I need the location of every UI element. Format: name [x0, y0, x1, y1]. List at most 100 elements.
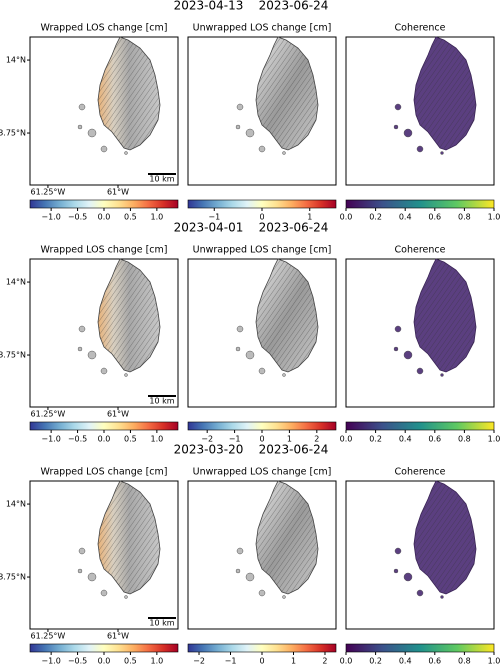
island-texture: [98, 481, 160, 594]
panel-title: Wrapped LOS change [cm]: [40, 467, 167, 478]
colorbar-tick-label: 0.8: [458, 213, 471, 222]
islet: [393, 124, 399, 130]
panel-title: Coherence: [395, 467, 446, 478]
islet: [77, 568, 83, 574]
islet: [245, 350, 255, 360]
lon-tick-label: 61.25°W: [31, 410, 66, 419]
islet: [403, 350, 413, 360]
islet: [393, 346, 399, 352]
islet: [440, 373, 444, 377]
colorbar-tick-label: −2: [193, 657, 205, 666]
islet: [403, 572, 413, 582]
islet: [78, 547, 86, 555]
map-panel: [187, 36, 337, 186]
map-panel: 14°N 13.75°N 61.25°W 61°W 10 km: [0, 480, 179, 641]
colorbar: [345, 199, 495, 209]
colorbar-tick-label: 1.0: [488, 657, 501, 666]
colorbar-tick-label: 0.6: [428, 213, 441, 222]
islet: [440, 151, 444, 155]
colorbar-tick-label: 0.6: [428, 435, 441, 444]
colorbar-tick-label: −1.0: [41, 435, 60, 444]
islet: [258, 145, 266, 153]
colorbar-tick-label: −0.5: [68, 213, 87, 222]
colorbar-tick-label: 1.0: [488, 435, 501, 444]
row-title: 2023-04-13 2023-06-24: [174, 0, 329, 13]
islet: [236, 103, 244, 111]
colorbar-tick-label: 0.0: [98, 435, 111, 444]
islet: [245, 128, 255, 138]
colorbar-tick-label: 0.0: [98, 657, 111, 666]
panel-title: Coherence: [395, 23, 446, 34]
colorbar-tick-label: −2: [201, 435, 213, 444]
colorbar: [29, 643, 179, 653]
islet: [236, 547, 244, 555]
colorbar-tick-label: −1.0: [41, 657, 60, 666]
island-texture: [414, 37, 476, 150]
colorbar-tick-label: 0.8: [458, 657, 471, 666]
islet: [124, 373, 128, 377]
islet: [100, 367, 108, 375]
colorbar: [29, 199, 179, 209]
colorbar-tick-label: 1.0: [150, 657, 163, 666]
colorbar-tick-label: −1: [208, 213, 220, 222]
colorbar-tick-label: −0.5: [68, 435, 87, 444]
islet: [87, 572, 97, 582]
island-texture: [256, 481, 318, 594]
map-panel: 14°N 13.75°N 61.25°W 61°W 10 km: [0, 36, 179, 197]
panel-title: Wrapped LOS change [cm]: [40, 23, 167, 34]
colorbar-tick-label: 1: [287, 435, 292, 444]
islet: [235, 124, 241, 130]
colorbar-tick-label: 0.2: [369, 213, 382, 222]
islet: [100, 145, 108, 153]
islet: [235, 346, 241, 352]
colorbar-tick-label: 0.5: [124, 657, 137, 666]
colorbar-tick-label: −1.0: [41, 213, 60, 222]
island-texture: [98, 259, 160, 372]
colorbar-tick-label: 1.0: [150, 435, 163, 444]
colorbar-tick-label: 0.4: [399, 435, 412, 444]
colorbar-tick-label: 0.0: [340, 213, 353, 222]
lat-tick-label: 14°N: [6, 500, 26, 509]
colorbar-tick-label: 0.4: [399, 657, 412, 666]
colorbar-tick-label: 0.2: [369, 657, 382, 666]
islet: [393, 568, 399, 574]
map-panel: [187, 480, 337, 630]
panel-title: Unwrapped LOS change [cm]: [193, 467, 332, 478]
colorbar: [187, 199, 337, 209]
lon-tick-label: 61.25°W: [31, 632, 66, 641]
map-panel: [345, 258, 495, 408]
colorbar-tick-label: 0.0: [340, 435, 353, 444]
colorbar: [187, 643, 337, 653]
lon-tick-label: 61°W: [107, 410, 129, 419]
islet: [124, 151, 128, 155]
islet: [403, 128, 413, 138]
lon-tick-label: 61°W: [107, 632, 129, 641]
colorbar: [29, 421, 179, 431]
islet: [78, 103, 86, 111]
lat-tick-label: 13.75°N: [0, 573, 26, 582]
colorbar-tick-label: 1.0: [150, 213, 163, 222]
islet: [282, 373, 286, 377]
island-texture: [256, 259, 318, 372]
colorbar-tick-label: −1: [225, 657, 237, 666]
island-texture: [414, 259, 476, 372]
map-panel: 14°N 13.75°N 61.25°W 61°W 10 km: [0, 258, 179, 419]
islet: [124, 595, 128, 599]
colorbar-tick-label: 0.8: [458, 435, 471, 444]
colorbar-tick-label: 1: [307, 213, 312, 222]
islet: [77, 346, 83, 352]
colorbar-tick-label: 0.5: [124, 213, 137, 222]
lon-tick-label: 61.25°W: [31, 188, 66, 197]
island-texture: [98, 37, 160, 150]
colorbar-tick-label: 0.0: [340, 657, 353, 666]
colorbar-tick-label: 2: [314, 435, 319, 444]
colorbar: [345, 421, 495, 431]
islet: [282, 595, 286, 599]
colorbar-tick-label: 1: [291, 657, 296, 666]
islet: [416, 367, 424, 375]
panel-title: Coherence: [395, 245, 446, 256]
panel-title: Wrapped LOS change [cm]: [40, 245, 167, 256]
colorbar-tick-label: 0: [259, 213, 264, 222]
colorbar-tick-label: 0.2: [369, 435, 382, 444]
